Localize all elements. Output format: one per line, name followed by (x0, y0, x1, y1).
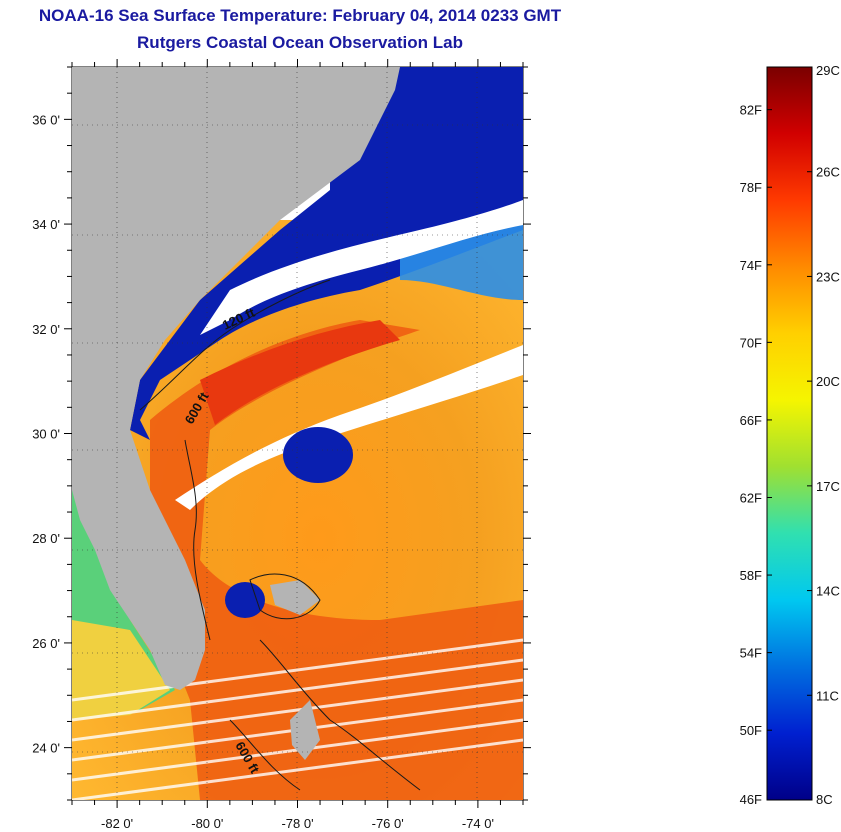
colorbar-fahrenheit-labels: 82F 78F 74F 70F 66F 62F 58F 54F 50F 46F (740, 103, 772, 807)
gulf-warm-region (72, 620, 170, 720)
colorbar-f-label: 62F (740, 490, 762, 505)
colorbar-c-label: 17C (816, 479, 840, 494)
map-subtitle: Rutgers Coastal Ocean Observation Lab (137, 33, 463, 52)
lon-label: -74 0' (462, 816, 494, 831)
axis-ticks (64, 59, 531, 808)
lat-label: 26 0' (32, 636, 60, 651)
lon-label: -76 0' (372, 816, 404, 831)
colorbar-c-label: 29C (816, 63, 840, 78)
lat-label: 30 0' (32, 427, 60, 442)
lat-label: 34 0' (32, 217, 60, 232)
cool-water-band (400, 215, 523, 300)
lon-label: -82 0' (101, 816, 133, 831)
colorbar-f-label: 66F (740, 413, 762, 428)
colorbar-c-label: 14C (816, 584, 840, 599)
colorbar-f-label: 50F (740, 723, 762, 738)
colorbar-f-label: 70F (740, 335, 762, 350)
andros-island (290, 700, 320, 760)
bahamas-island (270, 580, 320, 615)
lat-label: 28 0' (32, 531, 60, 546)
cloud-band-mid (175, 345, 523, 510)
lon-label: -78 0' (281, 816, 313, 831)
cold-eddy-south (225, 582, 265, 618)
colorbar-celsius-labels: 29C 26C 23C 20C 17C 14C 11C 8C (807, 63, 840, 807)
lon-label: -80 0' (191, 816, 223, 831)
map-title: NOAA-16 Sea Surface Temperature: Februar… (38, 6, 562, 25)
latitude-labels: 36 0' 34 0' 32 0' 30 0' 28 0' 26 0' 24 0' (32, 112, 60, 755)
colorbar-f-label: 58F (740, 568, 762, 583)
colorbar-c-label: 11C (816, 688, 839, 703)
colorbar-scale (766, 66, 813, 801)
bathymetry-contours (139, 279, 421, 791)
colorbar-c-label: 20C (816, 374, 840, 389)
colorbar: 82F 78F 74F 70F 66F 62F 58F 54F 50F 46F 29C 26C 23C… (740, 63, 840, 807)
map-area: 120 ft 600 ft 600 ft (71, 66, 524, 801)
colorbar-c-label: 23C (816, 269, 840, 284)
colorbar-c-label: 8C (816, 792, 833, 807)
grid-lines (72, 67, 523, 800)
land-mass (72, 67, 400, 690)
colorbar-c-label: 26C (816, 165, 840, 180)
colorbar-f-label: 54F (740, 646, 762, 661)
cold-eddy (283, 427, 353, 483)
colorbar-f-label: 74F (740, 258, 762, 273)
lat-label: 32 0' (32, 322, 60, 337)
gulf-stream-region (150, 320, 523, 800)
colorbar-f-label: 46F (740, 792, 762, 807)
hot-core-region (200, 320, 400, 425)
lat-label: 36 0' (32, 112, 60, 127)
longitude-labels: -82 0' -80 0' -78 0' -76 0' -74 0' (101, 816, 494, 831)
lat-label: 24 0' (32, 741, 60, 756)
cloud-band-north (200, 200, 523, 335)
colorbar-f-label: 82F (740, 103, 762, 118)
colorbar-f-label: 78F (740, 180, 762, 195)
